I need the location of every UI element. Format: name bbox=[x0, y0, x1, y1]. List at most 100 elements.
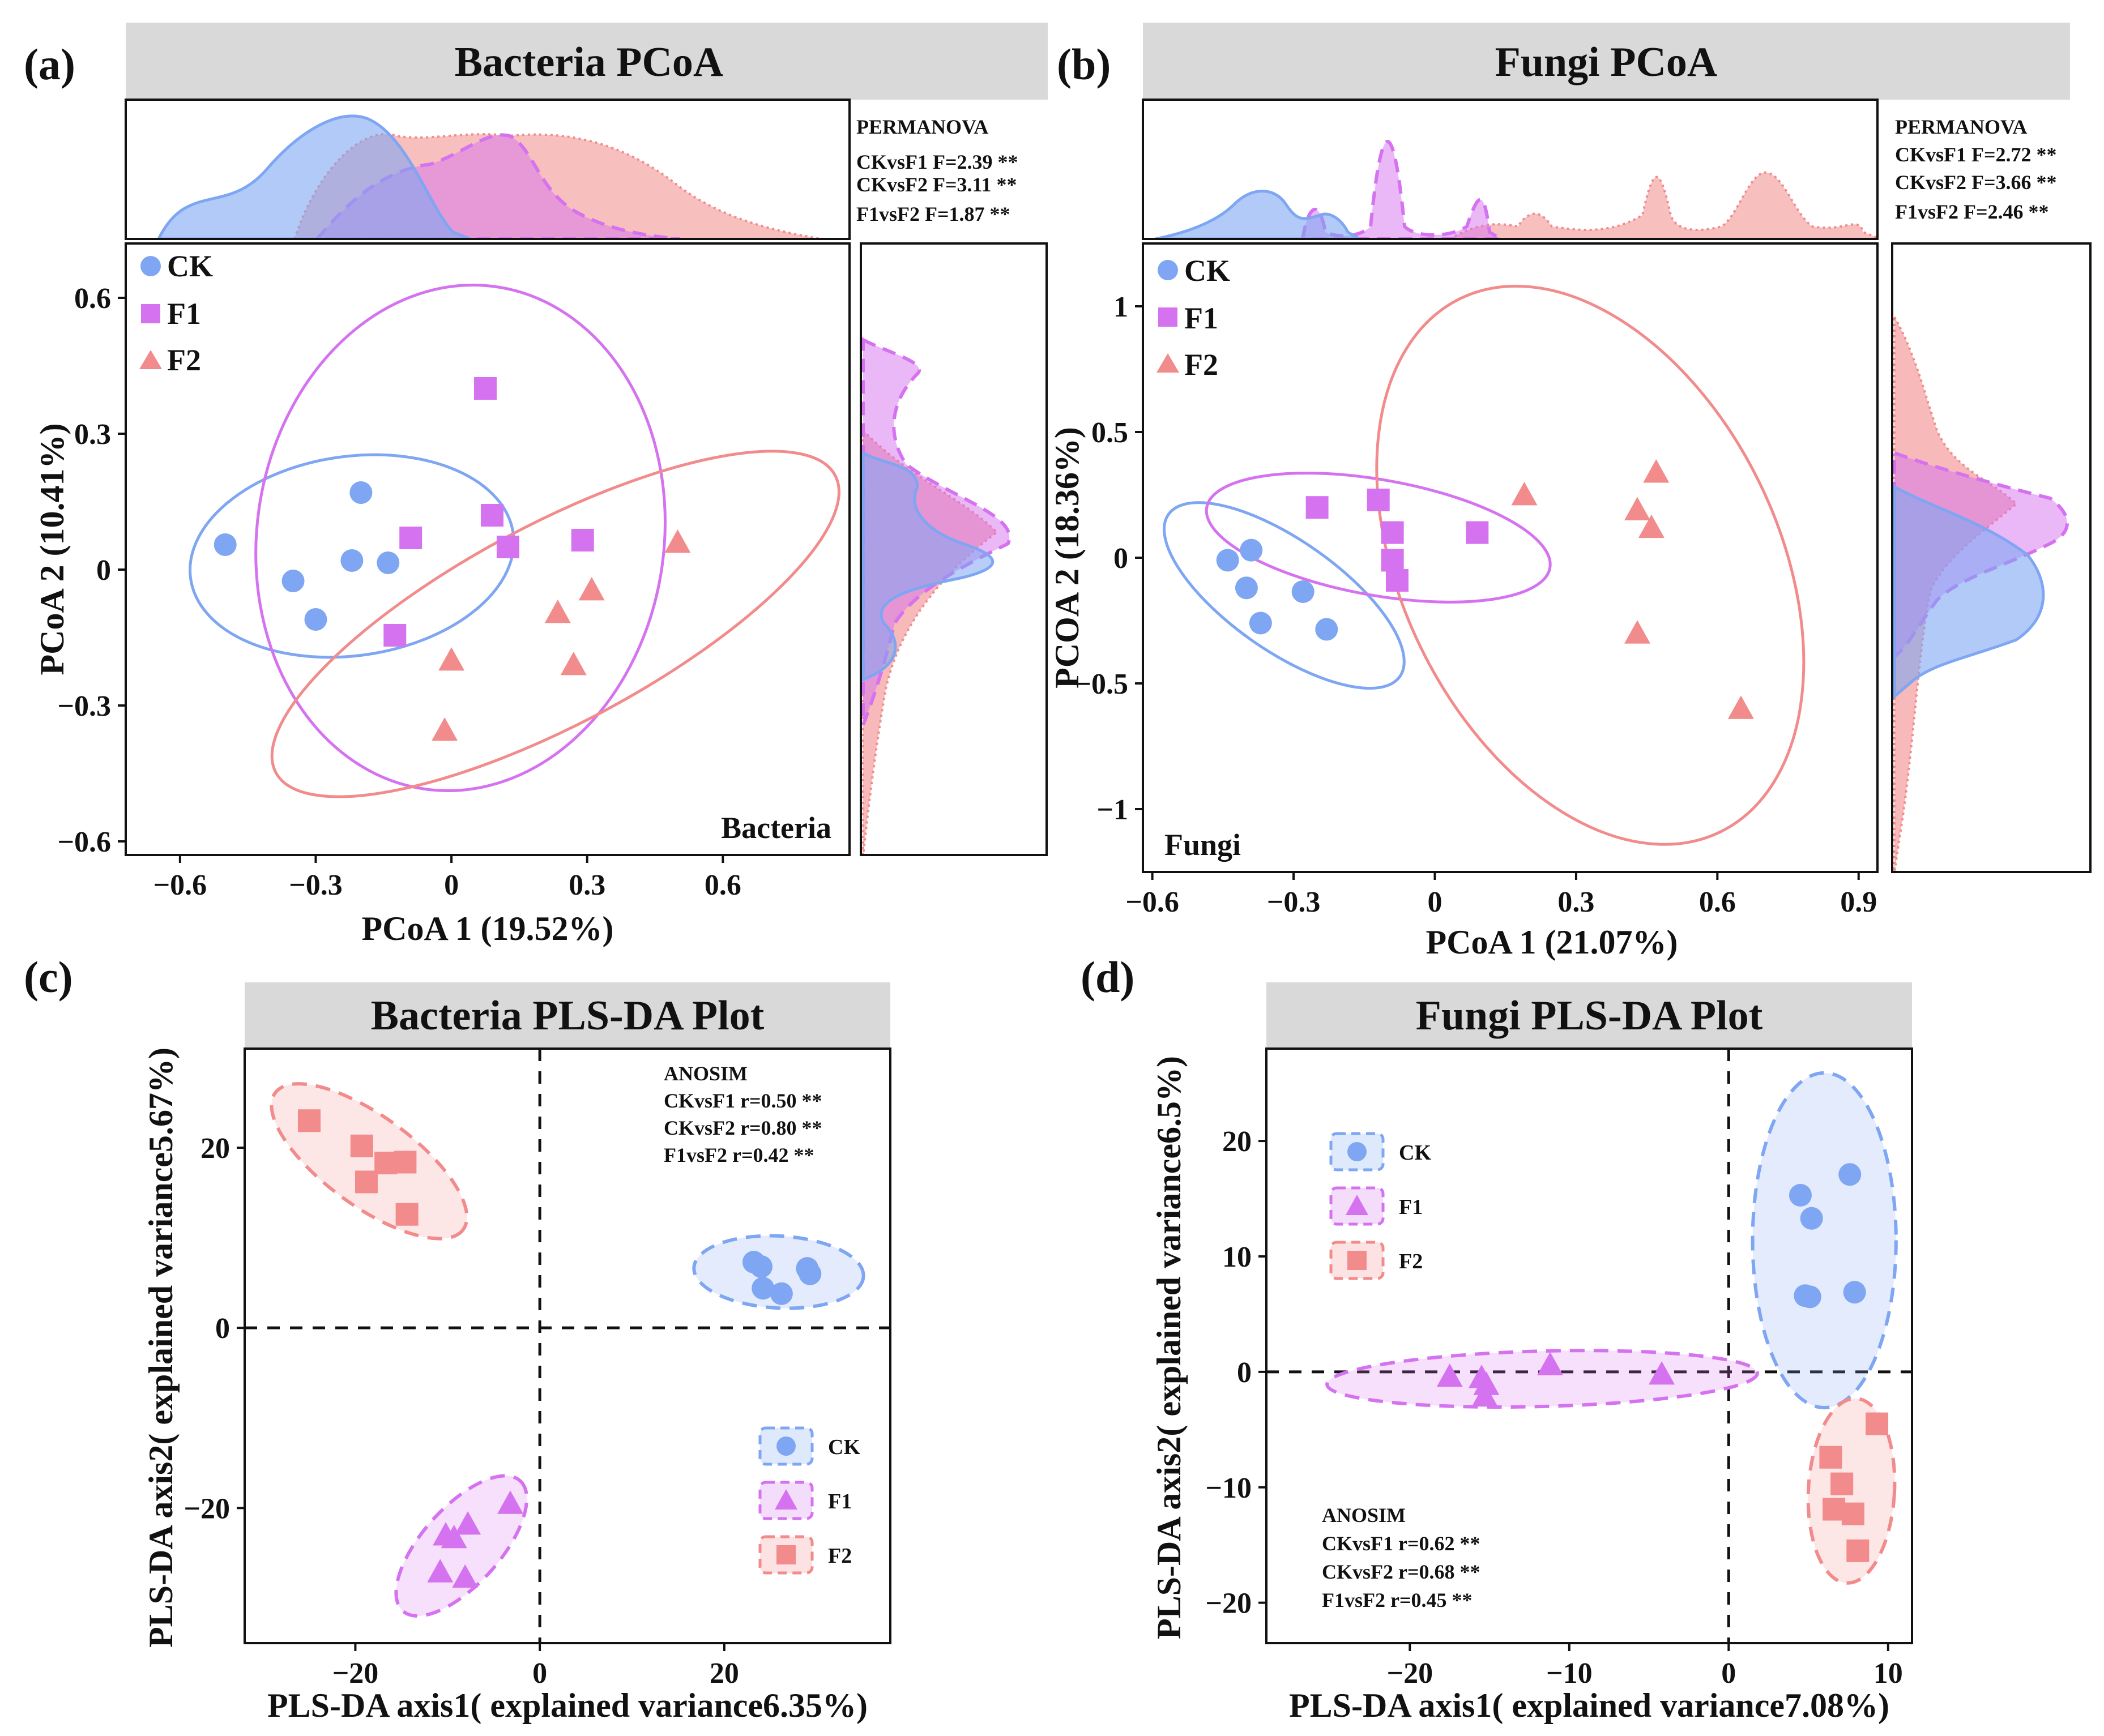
panel-a-legend-f1-marker bbox=[141, 304, 160, 323]
panel-a-legend: CK F1 F2 bbox=[139, 249, 213, 377]
y-tick-label: 10 bbox=[1222, 1241, 1252, 1273]
point-ck-2 bbox=[281, 570, 305, 592]
panel-a-right-density-frame bbox=[860, 242, 1048, 856]
point-f1-6 bbox=[1466, 521, 1489, 544]
panel-b-corner-label: Fungi bbox=[1164, 828, 1241, 862]
panel-c: (c) Bacteria PLS-DA Plot −20 0 20 −20 0 20 AN… bbox=[24, 952, 891, 1724]
point-f2-1 bbox=[664, 529, 691, 553]
panel-a-plot-area bbox=[189, 284, 840, 798]
panel-c-test-1: CKvsF1 r=0.50 ** bbox=[664, 1089, 822, 1112]
point-f1-1 bbox=[1305, 496, 1329, 519]
point-ck-3 bbox=[1838, 1163, 1862, 1186]
confidence-ellipse-f1 bbox=[254, 284, 667, 792]
point-ck-1 bbox=[1789, 1183, 1812, 1207]
panel-b-permanova: PERMANOVA CKvsF1 F=2.72 ** CKvsF2 F=3.66… bbox=[1895, 116, 2057, 223]
point-f1-4 bbox=[1381, 549, 1404, 572]
panel-b-title: Fungi PCoA bbox=[1495, 39, 1718, 85]
point-f1-5 bbox=[399, 527, 422, 549]
panel-b-ticks: −0.6 −0.3 0 0.3 0.6 0.9 −1 −0.5 0 0.5 1 bbox=[1074, 291, 1877, 918]
x-tick-label: 10 bbox=[1873, 1657, 1903, 1690]
panel-a-ticks: −0.6 −0.3 0 0.3 0.6 −0.6 −0.3 0 0.3 0.6 bbox=[57, 283, 741, 901]
point-f2-2 bbox=[350, 1134, 373, 1157]
x-tick-label: −20 bbox=[1387, 1657, 1433, 1690]
panel-d-legend-ck-marker bbox=[1347, 1142, 1367, 1161]
x-tick-label: 0 bbox=[1721, 1657, 1736, 1690]
panel-d-legend-f1-marker bbox=[1346, 1195, 1368, 1215]
point-ck-6 bbox=[377, 551, 400, 574]
point-f1-3 bbox=[1381, 521, 1404, 544]
point-f2-4 bbox=[560, 652, 587, 675]
panel-a-test-3: F1vsF2 F=1.87 ** bbox=[856, 203, 1010, 225]
point-ck-5 bbox=[1798, 1285, 1821, 1309]
panel-c-legend: CK F1 F2 bbox=[758, 1426, 860, 1575]
x-tick-label: 0.6 bbox=[1699, 886, 1736, 918]
panel-a-ylabel: PCoA 2 (10.41%) bbox=[33, 424, 71, 675]
confidence-ellipse-ck bbox=[692, 1234, 865, 1310]
point-f1-5 bbox=[1385, 568, 1409, 592]
x-tick-label: −0.3 bbox=[1267, 886, 1321, 918]
panel-c-test-2: CKvsF2 r=0.80 ** bbox=[664, 1117, 822, 1139]
y-tick-label: 0 bbox=[1113, 542, 1128, 575]
panel-a-permanova: PERMANOVA CKvsF1 F=2.39 ** CKvsF2 F=3.11… bbox=[856, 116, 1018, 225]
panel-d-ylabel: PLS-DA axis2( explained variance6.5%) bbox=[1150, 1056, 1188, 1639]
panel-a-plot-frame bbox=[125, 242, 851, 856]
point-f2-6 bbox=[1846, 1539, 1870, 1562]
y-tick-label: 20 bbox=[200, 1132, 230, 1165]
point-f1-3 bbox=[1473, 1371, 1500, 1395]
x-tick-label: 0.6 bbox=[705, 869, 741, 901]
panel-d: (d) Fungi PLS-DA Plot −20 −10 0 10 −20 −10 0 10… bbox=[1081, 952, 1913, 1724]
x-tick-label: −0.3 bbox=[289, 869, 343, 901]
panel-b-legend-f1-marker bbox=[1158, 307, 1177, 327]
panel-b-legend-f1: F1 bbox=[1184, 301, 1218, 335]
panel-d-plot-area bbox=[1266, 1049, 1912, 1643]
point-ck-2 bbox=[1800, 1207, 1823, 1230]
point-f2-5 bbox=[438, 647, 465, 671]
panel-c-title: Bacteria PLS-DA Plot bbox=[371, 993, 765, 1039]
panel-d-test-2: CKvsF2 r=0.68 ** bbox=[1322, 1560, 1480, 1583]
x-tick-label: −0.6 bbox=[153, 869, 207, 901]
point-f1-6 bbox=[427, 1559, 454, 1583]
panel-a-legend-f1: F1 bbox=[167, 297, 201, 331]
y-tick-label: −0.5 bbox=[1074, 668, 1128, 700]
panel-b-legend-f2-marker bbox=[1156, 353, 1179, 373]
panel-b-legend-f2: F2 bbox=[1184, 348, 1218, 382]
point-f2-3 bbox=[1624, 497, 1650, 521]
y-tick-label: 20 bbox=[1222, 1126, 1252, 1158]
point-ck-4 bbox=[770, 1282, 793, 1305]
point-f1-4 bbox=[1471, 1383, 1498, 1407]
x-tick-label: 0 bbox=[444, 869, 459, 901]
panel-a-legend-f2: F2 bbox=[167, 343, 201, 377]
confidence-ellipse-f1 bbox=[1205, 472, 1552, 604]
panel-c-legend-f1-marker bbox=[775, 1489, 797, 1510]
panel-c-test-name: ANOSIM bbox=[664, 1062, 748, 1085]
confidence-ellipse-ck bbox=[1751, 1071, 1898, 1410]
x-tick-label: −20 bbox=[332, 1657, 379, 1690]
y-tick-label: −10 bbox=[1205, 1472, 1252, 1504]
point-f1-1 bbox=[497, 1490, 524, 1514]
panel-b-test-3: F1vsF2 F=2.46 ** bbox=[1895, 200, 2049, 223]
panel-b-right-density-frame bbox=[1891, 242, 2092, 873]
point-ck-5 bbox=[1291, 580, 1315, 603]
y-tick-label: −20 bbox=[1205, 1588, 1252, 1620]
panel-b: (b) Fungi PCoA PERMANOVA CKvsF1 F=2.72 *… bbox=[1048, 23, 2092, 961]
point-ck-3 bbox=[1235, 576, 1258, 600]
point-ck-4 bbox=[340, 549, 364, 572]
panel-d-title: Fungi PLS-DA Plot bbox=[1416, 993, 1763, 1039]
panel-b-test-2: CKvsF2 F=3.66 ** bbox=[1895, 171, 2057, 194]
confidence-ellipse-f1 bbox=[1325, 1349, 1759, 1409]
panel-d-legend-f2-marker bbox=[1347, 1251, 1367, 1270]
point-ck-6 bbox=[1843, 1281, 1866, 1304]
point-f2-4 bbox=[1823, 1498, 1846, 1521]
point-f1-2 bbox=[455, 1511, 481, 1535]
panel-a-corner-label: Bacteria bbox=[721, 811, 831, 845]
panel-a-plot: −0.6 −0.3 0 0.3 0.6−0.6−0.300.30.6 Bacteria … bbox=[33, 242, 851, 947]
point-f2-5 bbox=[1841, 1502, 1864, 1525]
panel-b-ylabel: PCOA 2 (18.36%) bbox=[1048, 427, 1086, 689]
y-tick-label: 0 bbox=[1237, 1357, 1252, 1389]
y-tick-label: −20 bbox=[183, 1493, 230, 1525]
panel-b-plot-area bbox=[1163, 284, 1806, 846]
panel-a-top-density-frame bbox=[125, 99, 851, 240]
panel-d-legend-ck: CK bbox=[1399, 1141, 1431, 1165]
x-tick-label: −0.6 bbox=[1125, 886, 1179, 918]
